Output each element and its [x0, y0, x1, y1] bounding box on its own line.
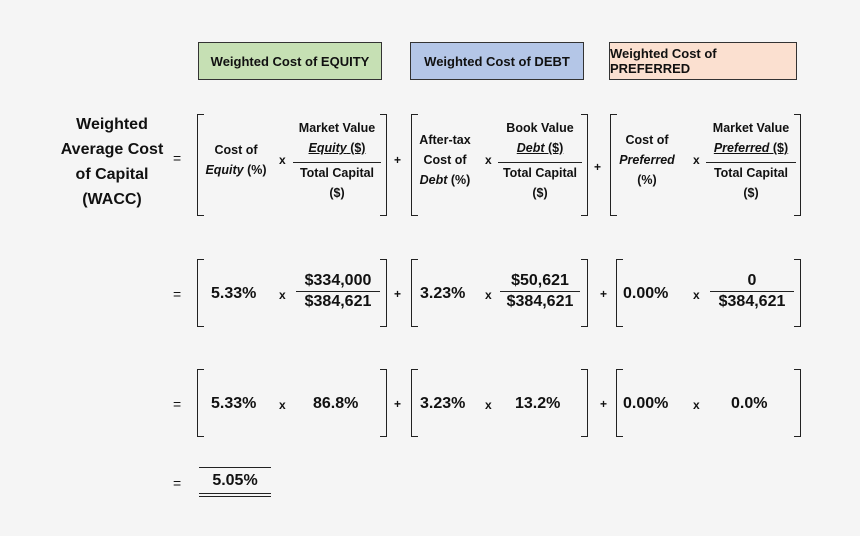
debt-rate-r3: 3.23%	[420, 395, 466, 412]
bracket-right-equity-r1	[380, 114, 387, 216]
plus-r1-a: +	[394, 153, 402, 167]
header-equity: Weighted Cost of EQUITY	[198, 42, 382, 80]
debt-amount-num: $50,621	[511, 272, 569, 289]
times-pref-r1: x	[693, 153, 700, 167]
pref-weight-r3: 0.0%	[731, 395, 768, 412]
bracket-left-equity-r2	[197, 259, 204, 327]
wacc-title-line1: Weighted	[76, 116, 148, 133]
debt-num-line2: Debt ($)	[516, 141, 564, 155]
bracket-left-pref-r3	[616, 369, 623, 437]
plus-r1-b: +	[594, 160, 602, 174]
pref-amount-den: $384,621	[718, 293, 786, 310]
equity-weight-fraction: Market Value Equity ($) Total Capital ($…	[293, 118, 381, 203]
bracket-left-debt-r2	[411, 259, 418, 327]
header-debt-label: Weighted Cost of DEBT	[424, 53, 570, 69]
debt-weight-fraction: Book Value Debt ($) Total Capital ($)	[498, 118, 582, 203]
plus-r2-b: +	[600, 287, 608, 301]
times-debt-r3: x	[485, 398, 492, 412]
times-equity-r3: x	[279, 398, 286, 412]
pref-weight-fraction: Market Value Preferred ($) Total Capital…	[706, 118, 796, 203]
plus-r3-b: +	[600, 397, 608, 411]
equity-cost-label: Cost of Equity (%)	[200, 140, 272, 180]
debt-amount-den: $384,621	[506, 293, 574, 310]
equity-num-line1: Market Value	[298, 121, 376, 135]
equity-den-line2: ($)	[329, 186, 345, 200]
pref-rate-r2: 0.00%	[623, 285, 669, 302]
plus-r2-a: +	[394, 287, 402, 301]
bracket-right-pref-r3	[794, 369, 801, 437]
debt-cost-line3: Debt (%)	[419, 173, 471, 187]
pref-den-line2: ($)	[743, 186, 759, 200]
debt-num-line1: Book Value	[506, 121, 574, 135]
equals-sign-row2: =	[173, 286, 182, 302]
bracket-left-debt-r1	[411, 114, 418, 216]
equity-den-line1: Total Capital	[299, 166, 375, 180]
times-equity-r2: x	[279, 288, 286, 302]
wacc-result-value: 5.05%	[212, 472, 258, 489]
bracket-left-equity-r3	[197, 369, 204, 437]
debt-cost-label: After-tax Cost of Debt (%)	[413, 130, 477, 190]
debt-cost-line1: After-tax	[419, 133, 471, 147]
times-pref-r2: x	[693, 288, 700, 302]
bracket-right-debt-r3	[581, 369, 588, 437]
bracket-left-debt-r3	[411, 369, 418, 437]
header-preferred-label: Weighted Cost of PREFERRED	[610, 46, 717, 76]
debt-den-line2: ($)	[532, 186, 548, 200]
equity-amount-den: $384,621	[304, 293, 372, 310]
bracket-right-equity-r2	[380, 259, 387, 327]
pref-cost-line1: Cost of	[625, 133, 669, 147]
pref-rate-r3: 0.00%	[623, 395, 669, 412]
times-debt-r2: x	[485, 288, 492, 302]
equals-sign-row3: =	[173, 396, 182, 412]
bracket-left-pref-r2	[616, 259, 623, 327]
wacc-result: 5.05%	[199, 467, 271, 497]
debt-den-line1: Total Capital	[502, 166, 578, 180]
bracket-right-debt-r2	[581, 259, 588, 327]
plus-r3-a: +	[394, 397, 402, 411]
debt-amount-fraction: $50,621 $384,621	[500, 272, 580, 311]
header-debt: Weighted Cost of DEBT	[410, 42, 584, 80]
wacc-title-line2: Average Cost	[60, 141, 164, 158]
pref-cost-line3: (%)	[637, 173, 657, 187]
wacc-title: Weighted Average Cost of Capital (WACC)	[52, 112, 172, 212]
times-equity-r1: x	[279, 153, 286, 167]
equity-amount-num: $334,000	[304, 272, 372, 289]
debt-weight-r3: 13.2%	[515, 395, 561, 412]
wacc-title-line3: of Capital	[75, 166, 149, 183]
equity-cost-line2: Equity (%)	[205, 163, 267, 177]
times-debt-r1: x	[485, 153, 492, 167]
equals-sign-row1: =	[173, 150, 182, 166]
pref-amount-num: 0	[747, 272, 757, 289]
equity-rate-r3: 5.33%	[211, 395, 257, 412]
pref-amount-fraction: 0 $384,621	[710, 272, 794, 311]
equity-num-line2: Equity ($)	[308, 141, 366, 155]
equity-cost-line1: Cost of	[214, 143, 258, 157]
bracket-left-pref-r1	[610, 114, 617, 216]
pref-num-line2: Preferred ($)	[713, 141, 789, 155]
bracket-right-pref-r1	[794, 114, 801, 216]
equity-amount-fraction: $334,000 $384,621	[296, 272, 380, 311]
bracket-left-equity-r1	[197, 114, 204, 216]
wacc-title-line4: (WACC)	[82, 191, 142, 208]
header-preferred: Weighted Cost of PREFERRED	[609, 42, 797, 80]
pref-num-line1: Market Value	[712, 121, 790, 135]
bracket-right-debt-r1	[581, 114, 588, 216]
times-pref-r3: x	[693, 398, 700, 412]
bracket-right-equity-r3	[380, 369, 387, 437]
equals-sign-result: =	[173, 475, 182, 491]
pref-den-line1: Total Capital	[713, 166, 789, 180]
debt-cost-line2: Cost of	[423, 153, 467, 167]
debt-rate-r2: 3.23%	[420, 285, 466, 302]
pref-cost-line2: Preferred	[619, 153, 675, 167]
bracket-right-pref-r2	[794, 259, 801, 327]
header-equity-label: Weighted Cost of EQUITY	[210, 53, 370, 69]
equity-rate-r2: 5.33%	[211, 285, 257, 302]
pref-cost-label: Cost of Preferred (%)	[614, 130, 680, 190]
equity-weight-r3: 86.8%	[313, 395, 359, 412]
